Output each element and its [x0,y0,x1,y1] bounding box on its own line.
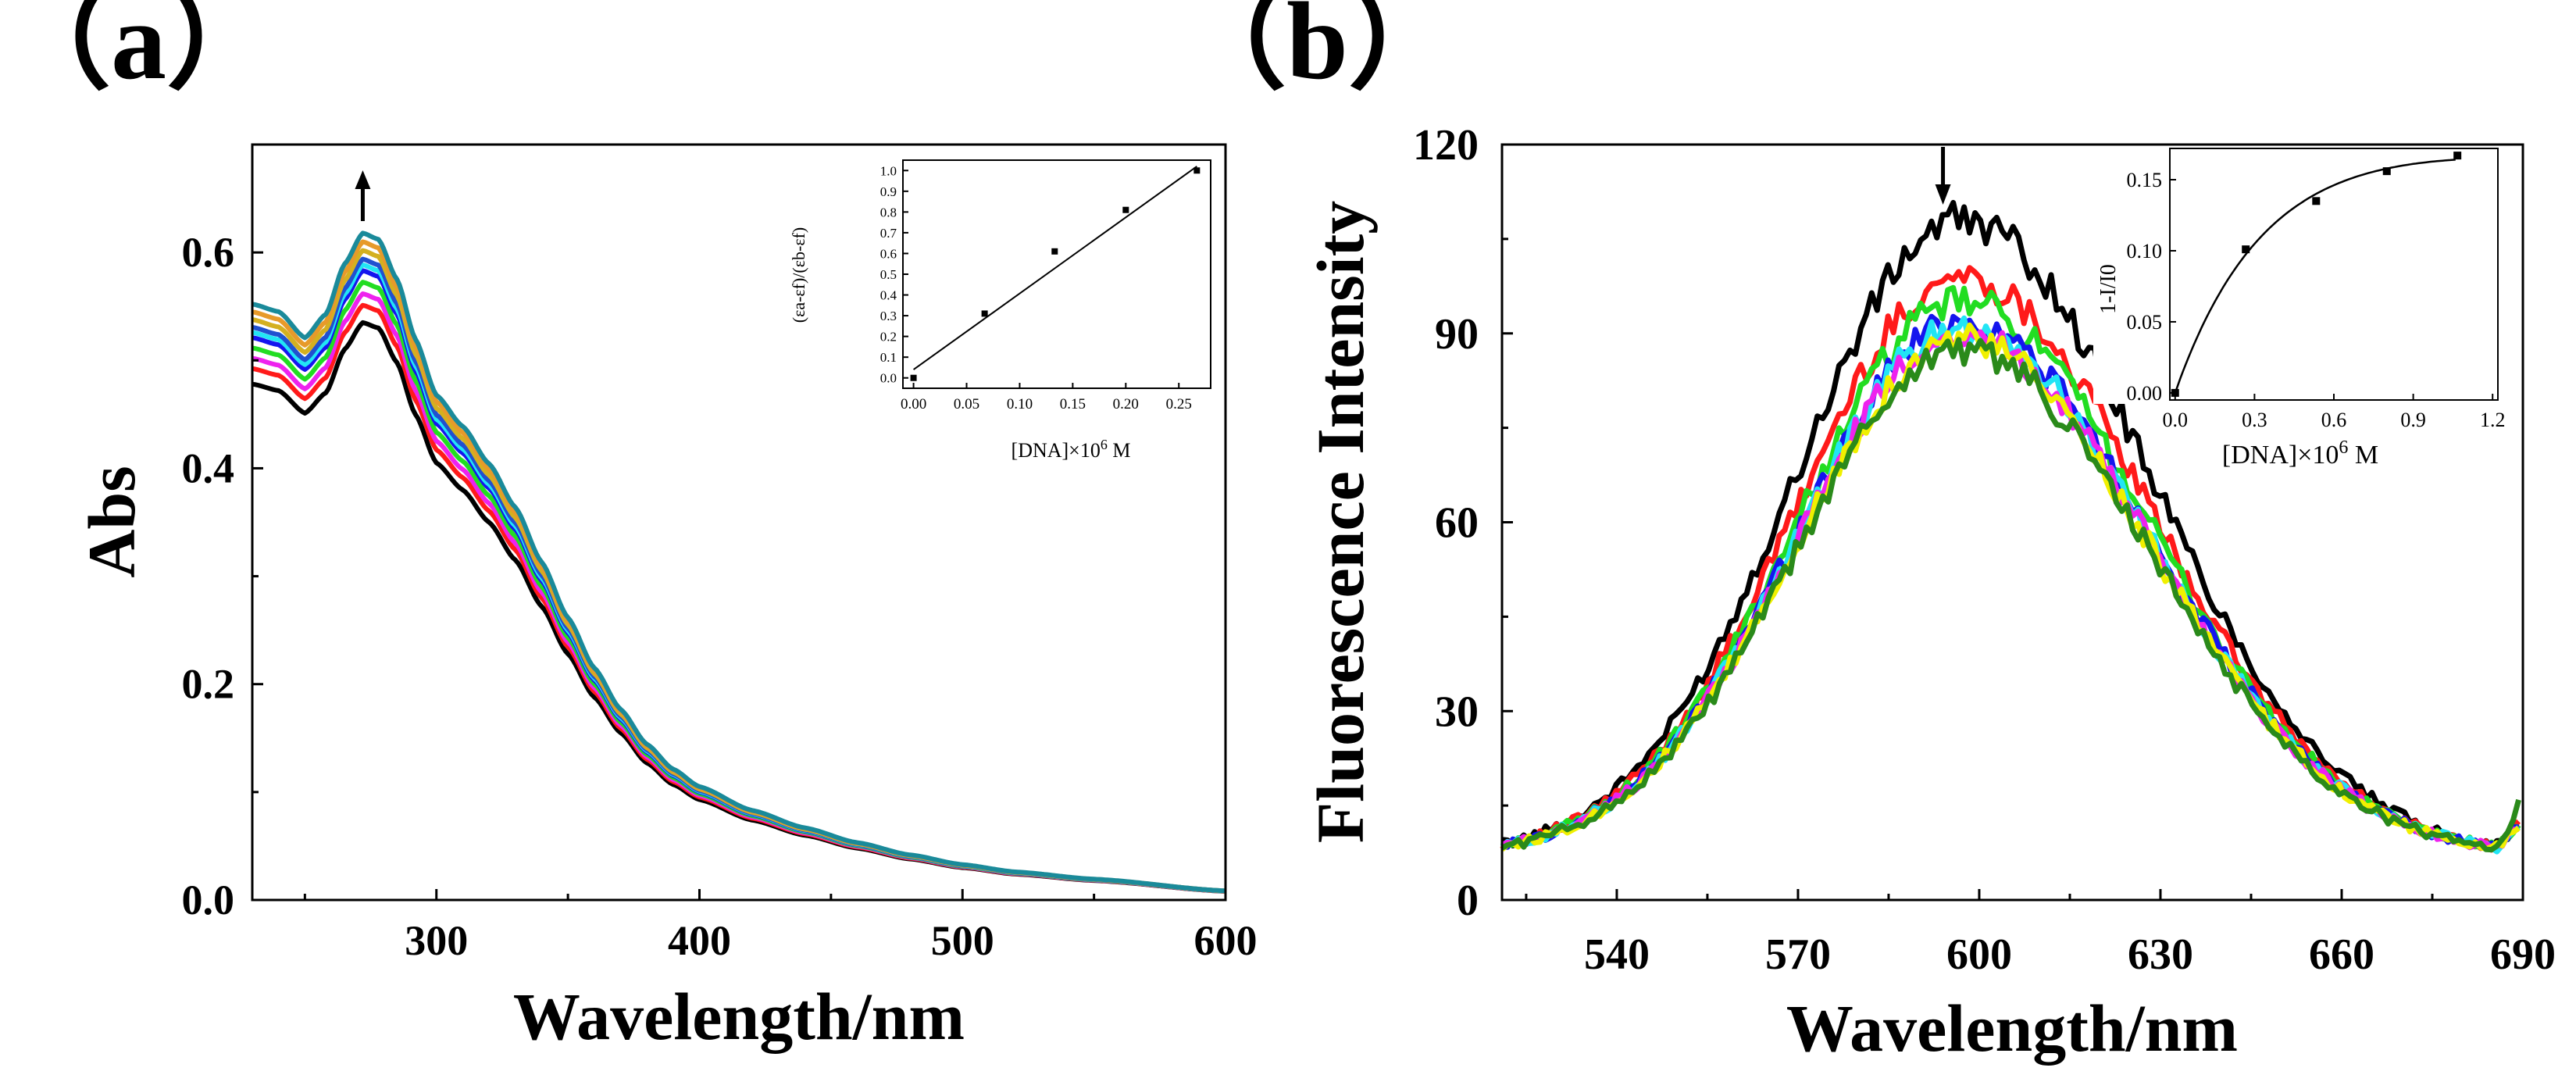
panel-a-x-tick-label: 500 [931,917,994,964]
panel-b-y-tick-label: 30 [1435,687,1479,736]
panel-b-series-1-line [1501,199,2520,851]
panel-b-ticks [1502,143,2524,902]
panel-a-inset-y-axis-title: (εa-εf)/(εb-εf) [789,227,808,323]
panel-b-tick-labels: 540 570 600 630 660 690 0 30 60 90 120 [1413,121,2556,979]
panel-a-inset: 0.00 0.05 0.10 0.15 0.20 0.25 0.0 0.1 0.2 0.3 0.4 0… [789,152,1213,462]
panel-a-inset-x-axis-title: [DNA]×106 M [1011,437,1131,462]
panel-b-inset-y-tick-label: 0.15 [2127,169,2163,191]
panel-b-inset-y-axis-title: 1-I/I0 [2096,264,2121,314]
panel-a-inset-y-tick-label: 0.4 [880,288,897,303]
panel-a-inset-x-tick-label: 0.25 [1166,396,1192,412]
panel-a-up-arrow-icon [355,170,371,221]
panel-a-inset-y-tick-label: 0.0 [880,371,897,386]
panel-a-x-tick-label: 600 [1194,917,1258,964]
panel-b-inset-background [2093,148,2507,404]
panel-b-inset-point [2453,152,2462,160]
panel-b-y-tick-label: 60 [1435,499,1479,548]
panel-b-chart: 540 570 600 630 660 690 0 30 60 90 120 Wavelength/… [1303,121,2556,1066]
panel-a-inset-y-tick-label: 0.3 [880,309,897,323]
panel-a-inset-y-tick-label: 0.6 [880,246,897,261]
panel-a-inset-y-tick-label: 0.5 [880,267,897,282]
panel-b-arrow-head [1935,184,1951,205]
panel-b-inset-x-tick-label: 1.2 [2480,409,2506,431]
panel-b-inset-point [2312,197,2321,205]
panel-a-inset-ticks [903,170,1180,388]
panel-a-inset-x-tick-label: 0.10 [1007,396,1033,412]
panel-a-inset-point [910,374,917,381]
panel-a-label: （a） [0,0,277,102]
panel-a-inset-point [1193,167,1201,174]
panel-b-inset-point [2242,245,2250,254]
panel-b-inset-y-tick-label: 0.00 [2127,382,2163,405]
panel-b-y-tick-label: 120 [1413,121,1479,170]
panel-b-inset-point [2382,167,2391,176]
panel-b-x-tick-label: 540 [1584,930,1650,979]
panel-a-curves [252,230,1226,894]
panel-a-inset-point [1122,206,1129,213]
panel-a-y-axis-title: Abs [74,466,149,577]
panel-b-x-tick-label: 600 [1946,930,2012,979]
panel-b-inset-x-tick-label: 0.0 [2163,409,2189,431]
panel-a-y-tick-label: 0.2 [182,661,235,708]
panel-a-y-tick-label: 0.4 [182,445,235,491]
panel-b-label: （b） [1176,0,1459,102]
panel-b-series-8-line [1500,337,2521,853]
panel-b-inset-fit-curve [2174,159,2456,394]
panel-b-x-axis-title: Wavelength/nm [1786,991,2238,1066]
panel-a-x-tick-label: 400 [668,917,731,964]
panel-a-y-tick-label: 0.0 [182,877,235,923]
panel-b-y-axis-title: Fluorescence Intensity [1303,201,1378,843]
panel-a-inset-tick-labels: 0.00 0.05 0.10 0.15 0.20 0.25 0.0 0.1 0.2 0.3 0.4 0… [880,163,1192,412]
panel-a-inset-x-tick-label: 0.05 [954,396,979,412]
panel-a-inset-point [981,310,988,317]
panel-a-inset-y-tick-label: 0.9 [880,184,897,199]
panel-b-inset-y-tick-label: 0.05 [2127,311,2163,334]
panel-b-x-tick-label: 570 [1765,930,1831,979]
panel-b-x-tick-label: 690 [2490,930,2556,979]
panel-b-inset-tick-labels: 0.0 0.3 0.6 0.9 1.2 0.00 0.05 0.10 0.15 [2127,169,2506,431]
panel-a-inset-x-tick-label: 0.20 [1113,396,1139,412]
panel-a-inset-y-tick-label: 0.1 [880,350,897,365]
panel-a-tick-labels: 300 400 500 600 0.0 0.2 0.4 0.6 [182,229,1258,964]
panel-a-x-tick-label: 300 [405,917,468,964]
panel-a-chart: 300 400 500 600 0.0 0.2 0.4 0.6 Wavelength/nm A… [74,143,1258,1054]
panel-b-inset-x-tick-label: 0.3 [2242,409,2267,431]
panel-a-inset-y-tick-label: 0.8 [880,205,897,220]
panel-b-curves [1500,199,2521,855]
panel-a-y-tick-label: 0.6 [182,229,235,276]
panel-b-inset-x-tick-label: 0.9 [2400,409,2426,431]
panel-a-inset-y-tick-label: 0.7 [880,226,897,241]
panel-a-series-10-line [252,230,1226,894]
panel-a-inset-x-tick-label: 0.00 [901,396,926,412]
panel-b-inset-ticks [2170,179,2494,400]
panel-b-inset-x-tick-label: 0.6 [2321,409,2347,431]
panel-b-inset-x-axis-title: [DNA]×106 M [2222,437,2378,470]
panel-a-x-axis-title: Wavelength/nm [513,979,965,1054]
panel-b-inset: 0.0 0.3 0.6 0.9 1.2 0.00 0.05 0.10 0.15 [DNA]×10… [2093,148,2507,470]
panel-b-x-tick-label: 660 [2309,930,2374,979]
panel-b-y-tick-label: 0 [1457,877,1479,925]
panel-a-inset-y-tick-label: 0.2 [880,330,897,345]
panel-a-ticks [252,143,1227,902]
panel-a-inset-point [1051,248,1058,255]
panel-b-down-arrow-icon [1935,147,1951,205]
panel-a-inset-y-tick-label: 1.0 [880,163,897,178]
panel-a-arrow-head [355,170,371,189]
panel-b-inset-y-tick-label: 0.10 [2127,240,2163,262]
panel-b-x-tick-label: 630 [2128,930,2193,979]
panel-a-inset-fit-line [913,166,1197,370]
panel-a-frame [251,143,1227,902]
panel-a-inset-x-tick-label: 0.15 [1060,396,1086,412]
panel-b-y-tick-label: 90 [1435,310,1479,359]
